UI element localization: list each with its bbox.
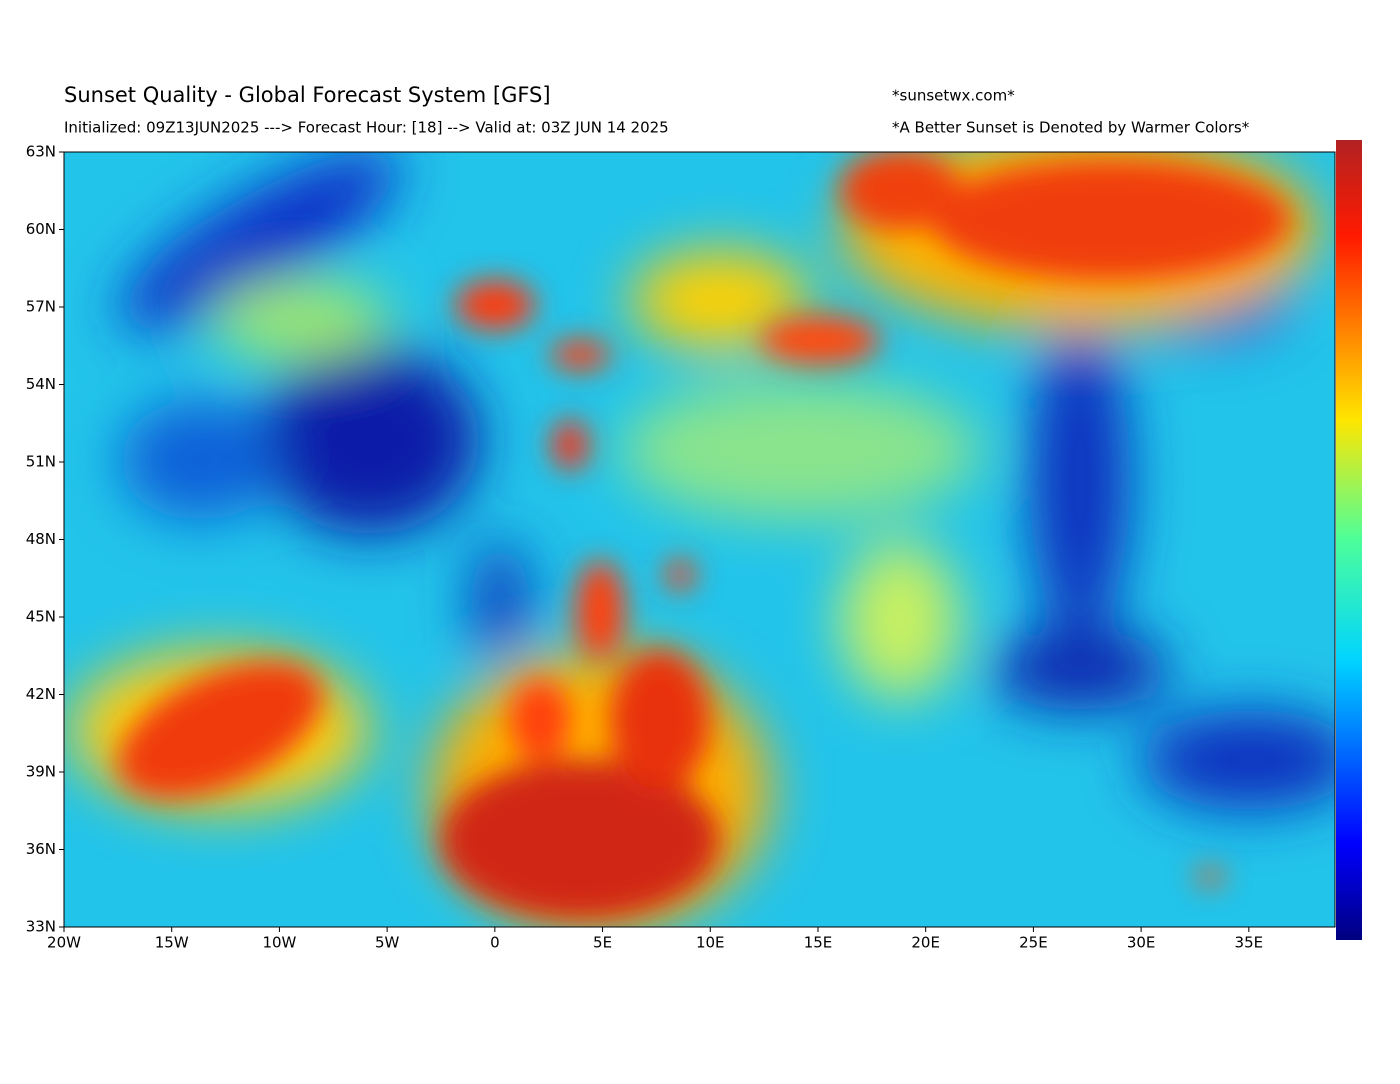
- x-tick-label: 20W: [47, 934, 81, 952]
- x-tick-label: 5E: [593, 934, 612, 952]
- y-tick-label: 45N: [26, 608, 56, 626]
- y-tick-label: 39N: [26, 763, 56, 781]
- x-tick-label: 0: [490, 934, 500, 952]
- y-tick-label: 54N: [26, 375, 56, 393]
- x-tick-label: 15E: [804, 934, 833, 952]
- y-tick-label: 42N: [26, 685, 56, 703]
- y-tick-label: 36N: [26, 840, 56, 858]
- y-tick-label: 63N: [26, 143, 56, 161]
- title: Sunset Quality - Global Forecast System …: [64, 83, 551, 107]
- x-tick-label: 30E: [1127, 934, 1156, 952]
- y-tick-label: 33N: [26, 918, 56, 936]
- x-tick-label: 35E: [1235, 934, 1264, 952]
- x-tick-label: 5W: [375, 934, 400, 952]
- y-tick-label: 48N: [26, 530, 56, 548]
- x-tick-label: 15W: [155, 934, 189, 952]
- y-tick-label: 57N: [26, 298, 56, 316]
- x-tick-label: 10E: [696, 934, 725, 952]
- x-tick-label: 25E: [1019, 934, 1048, 952]
- source: *sunsetwx.com*: [892, 87, 1015, 105]
- note: *A Better Sunset is Denoted by Warmer Co…: [892, 119, 1250, 137]
- y-tick-label: 51N: [26, 453, 56, 471]
- forecast-field: [64, 152, 1335, 927]
- subtitle: Initialized: 09Z13JUN2025 ---> Forecast …: [64, 119, 669, 137]
- y-tick-label: 60N: [26, 220, 56, 238]
- x-tick-label: 10W: [262, 934, 296, 952]
- x-tick-label: 20E: [911, 934, 940, 952]
- colorbar: [1336, 140, 1362, 940]
